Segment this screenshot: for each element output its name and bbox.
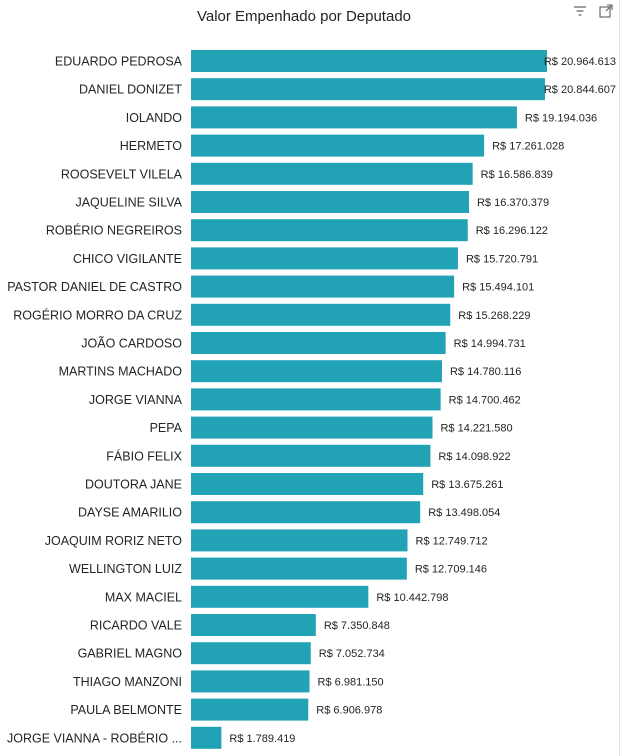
category-label: JORGE VIANNA — [89, 393, 183, 407]
category-label: JORGE VIANNA - ROBÉRIO ... — [7, 730, 182, 745]
bar[interactable] — [191, 670, 310, 693]
data-label: R$ 7.350.848 — [324, 620, 390, 632]
bar[interactable] — [191, 275, 455, 298]
category-label: JOÃO CARDOSO — [81, 337, 182, 351]
category-label: JAQUELINE SILVA — [75, 196, 182, 210]
data-label: R$ 7.052.734 — [319, 648, 385, 660]
data-label: R$ 12.749.712 — [416, 535, 488, 547]
category-label: RICARDO VALE — [90, 619, 182, 633]
data-label: R$ 14.700.462 — [449, 394, 521, 406]
data-label: R$ 10.442.798 — [376, 592, 448, 604]
bar[interactable] — [191, 444, 431, 467]
data-label: R$ 15.268.229 — [458, 310, 530, 322]
bar[interactable] — [191, 162, 473, 185]
bar[interactable] — [191, 247, 458, 270]
category-label: DOUTORA JANE — [85, 478, 182, 492]
bar[interactable] — [191, 557, 407, 580]
data-label: R$ 20.844.607 — [544, 84, 616, 96]
bar[interactable] — [191, 360, 442, 383]
data-label: R$ 12.709.146 — [415, 564, 487, 576]
category-label: DANIEL DONIZET — [79, 83, 182, 97]
data-label: R$ 6.906.978 — [316, 705, 382, 717]
data-label: R$ 13.675.261 — [431, 479, 503, 491]
bar[interactable] — [191, 726, 222, 749]
data-label: R$ 15.494.101 — [462, 282, 534, 294]
data-label: R$ 17.261.028 — [492, 141, 564, 153]
data-label: R$ 16.370.379 — [477, 197, 549, 209]
bar[interactable] — [191, 698, 309, 721]
data-label: R$ 6.981.150 — [318, 676, 384, 688]
bar[interactable] — [191, 501, 421, 524]
data-label: R$ 15.720.791 — [466, 253, 538, 265]
category-label: MAX MACIEL — [105, 590, 182, 604]
category-label: PASTOR DANIEL DE CASTRO — [7, 280, 182, 294]
category-label: MARTINS MACHADO — [59, 365, 183, 379]
bar[interactable] — [191, 332, 446, 354]
data-label: R$ 19.194.036 — [525, 112, 597, 124]
data-label: R$ 16.586.839 — [481, 169, 553, 181]
chart-title: Valor Empenhado por Deputado — [196, 8, 412, 25]
visual-header-icons — [573, 4, 613, 18]
category-label: ROBÉRIO NEGREIROS — [46, 223, 182, 238]
category-label: JOAQUIM RORIZ NETO — [45, 534, 183, 548]
category-label: GABRIEL MAGNO — [78, 647, 183, 661]
bar[interactable] — [191, 473, 424, 495]
category-label: PAULA BELMONTE — [70, 703, 182, 717]
category-label: ROOSEVELT VILELA — [61, 167, 183, 181]
category-label: PEPA — [150, 421, 183, 435]
category-label: THIAGO MANZONI — [73, 675, 182, 689]
data-label: R$ 1.789.419 — [229, 733, 295, 745]
filter-icon[interactable] — [573, 4, 587, 18]
category-label: EDUARDO PEDROSA — [55, 55, 183, 69]
data-label: R$ 14.780.116 — [450, 366, 521, 378]
category-label: CHICO VIGILANTE — [73, 252, 182, 266]
bar[interactable] — [191, 585, 369, 608]
data-label: R$ 14.994.731 — [454, 338, 526, 350]
bar[interactable] — [191, 529, 408, 552]
data-label: R$ 14.221.580 — [440, 423, 512, 435]
bar[interactable] — [191, 642, 311, 665]
focus-mode-icon[interactable] — [599, 4, 613, 18]
data-label: R$ 14.098.922 — [438, 451, 510, 463]
bar[interactable] — [191, 191, 469, 213]
category-label: FÁBIO FELIX — [106, 448, 182, 463]
bar[interactable] — [191, 78, 545, 101]
bar[interactable] — [191, 416, 433, 439]
data-label: R$ 20.964.613 — [544, 56, 616, 68]
data-label: R$ 13.498.054 — [428, 507, 500, 519]
bar[interactable] — [191, 219, 468, 242]
bar[interactable] — [191, 614, 316, 636]
data-label: R$ 16.296.122 — [476, 225, 548, 237]
bar[interactable] — [191, 303, 451, 326]
bar[interactable] — [191, 388, 441, 411]
category-label: ROGÉRIO MORRO DA CRUZ — [13, 307, 182, 322]
bar[interactable] — [191, 106, 517, 129]
category-label: DAYSE AMARILIO — [78, 506, 182, 520]
category-label: WELLINGTON LUIZ — [69, 562, 182, 576]
category-label: HERMETO — [120, 139, 183, 153]
bar[interactable] — [191, 50, 547, 72]
category-label: IOLANDO — [126, 111, 183, 125]
bar[interactable] — [191, 134, 485, 157]
